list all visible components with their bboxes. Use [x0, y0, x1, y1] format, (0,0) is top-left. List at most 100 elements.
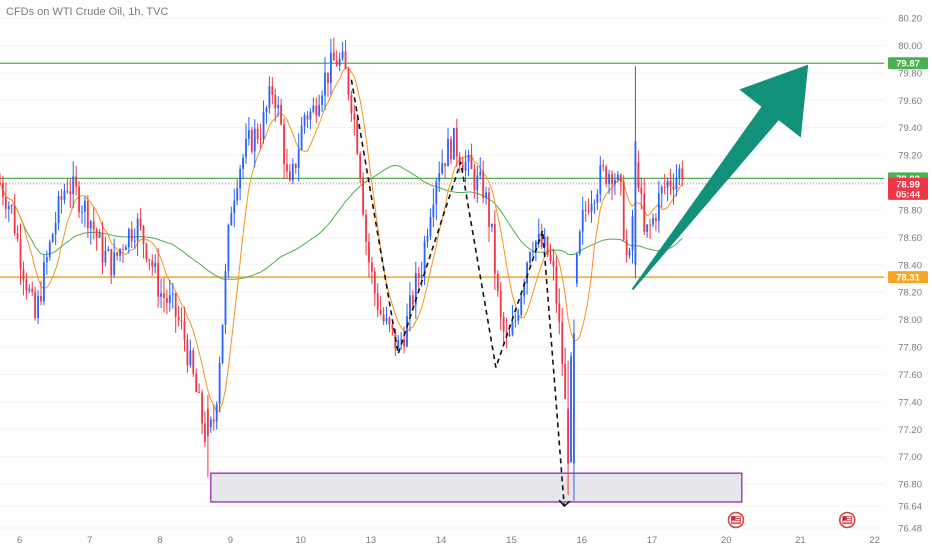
candle-body — [283, 124, 285, 165]
demand-zone-rectangle — [210, 472, 743, 503]
price-tick-label: 78.20 — [898, 288, 922, 299]
candle-body — [54, 222, 57, 235]
candle-body — [136, 218, 139, 241]
candle-body — [555, 266, 558, 304]
candle-body — [417, 273, 420, 278]
candle-body — [526, 262, 528, 284]
candle-body — [628, 250, 631, 256]
level-price-tag-78-31-box — [888, 271, 928, 284]
candle-body — [183, 321, 186, 340]
candle-body — [593, 202, 596, 204]
candle-body — [40, 295, 42, 302]
candle-body — [16, 233, 19, 239]
candle-body — [587, 210, 590, 212]
candle-body — [22, 268, 25, 280]
candle-body — [66, 190, 69, 192]
candle-body — [186, 339, 189, 366]
price-tick-label: 79.80 — [898, 68, 922, 79]
candle-body — [338, 58, 341, 66]
candle-body — [31, 288, 34, 293]
candle-body — [605, 166, 608, 185]
chart-title: CFDs on WTI Crude Oil, 1h, TVC — [6, 6, 169, 18]
candle-body — [496, 273, 499, 292]
candle-body — [414, 273, 417, 305]
candle-body — [426, 235, 429, 242]
candle-body — [271, 86, 274, 95]
candle-body — [160, 293, 162, 297]
candle-body — [564, 363, 567, 400]
candle-body — [318, 104, 321, 116]
slow-moving-average-line — [0, 164, 683, 280]
candle-body — [488, 192, 490, 227]
candle-body — [534, 241, 537, 252]
dashed-projection-layer — [350, 79, 571, 508]
candle-body — [145, 243, 148, 260]
candle-body — [435, 181, 438, 205]
time-tick-label: 7 — [87, 535, 92, 546]
candle-body — [324, 72, 326, 96]
candle-body — [625, 240, 628, 256]
candle-body — [104, 250, 107, 263]
price-tick-label: 80.20 — [898, 14, 922, 25]
candle-body — [344, 51, 347, 70]
candle-body — [168, 294, 171, 303]
candle-body — [452, 128, 455, 160]
candle-body — [327, 72, 329, 83]
candle-body — [622, 181, 625, 241]
candle-body — [98, 233, 101, 238]
price-tick-label: 79.20 — [898, 151, 922, 162]
candle-body — [63, 190, 66, 200]
candle-body — [561, 322, 564, 364]
level-price-tag-79-87-label: 79.87 — [896, 59, 920, 70]
price-tick-label: 77.20 — [898, 425, 922, 436]
candle-body — [508, 334, 511, 337]
candle-body — [201, 392, 203, 424]
time-tick-label: 17 — [647, 535, 658, 546]
candle-body — [189, 350, 192, 366]
candle-body — [37, 295, 39, 319]
candle-body — [72, 176, 75, 195]
candle-body — [45, 257, 48, 263]
candle-body — [306, 115, 309, 120]
candle-body — [491, 223, 493, 227]
candle-body — [640, 187, 643, 194]
candle-body — [163, 293, 165, 299]
candle-body — [370, 262, 373, 272]
candle-body — [493, 223, 496, 274]
candle-body — [570, 356, 572, 463]
candle-body — [286, 164, 288, 172]
candle-body — [329, 52, 332, 83]
candle-body — [139, 218, 142, 227]
time-axis: 6 7 8 9 10 13 14 15 16 17 20 21 22 — [17, 511, 880, 546]
candle-body — [300, 125, 303, 150]
candle-body — [678, 168, 681, 178]
candle-body — [549, 255, 552, 261]
candle-body — [596, 193, 599, 203]
candle-body — [479, 171, 482, 176]
bullish-arrow — [631, 64, 809, 291]
candle-body — [514, 320, 517, 322]
candle-body — [520, 296, 523, 315]
candle-body — [584, 209, 587, 211]
candle-body — [464, 161, 467, 171]
candle-body — [288, 171, 291, 181]
candle-body — [382, 313, 385, 322]
candle-body — [385, 318, 388, 322]
time-tick-label: 16 — [576, 535, 587, 546]
candle-body — [379, 309, 382, 314]
candle-body — [125, 247, 127, 251]
candle-body — [297, 149, 300, 168]
candle-body — [0, 182, 1, 184]
candle-body — [335, 60, 338, 66]
candle-body — [215, 404, 218, 422]
candle-body — [599, 165, 602, 194]
price-tick-label: 76.64 — [898, 502, 922, 513]
candle-body — [113, 252, 116, 276]
candle-body — [669, 180, 672, 187]
candle-body — [614, 179, 616, 185]
candle-body — [309, 111, 312, 120]
candle-body — [60, 196, 63, 200]
candle-body — [25, 279, 28, 291]
dashed-path-arrowhead — [558, 499, 571, 508]
